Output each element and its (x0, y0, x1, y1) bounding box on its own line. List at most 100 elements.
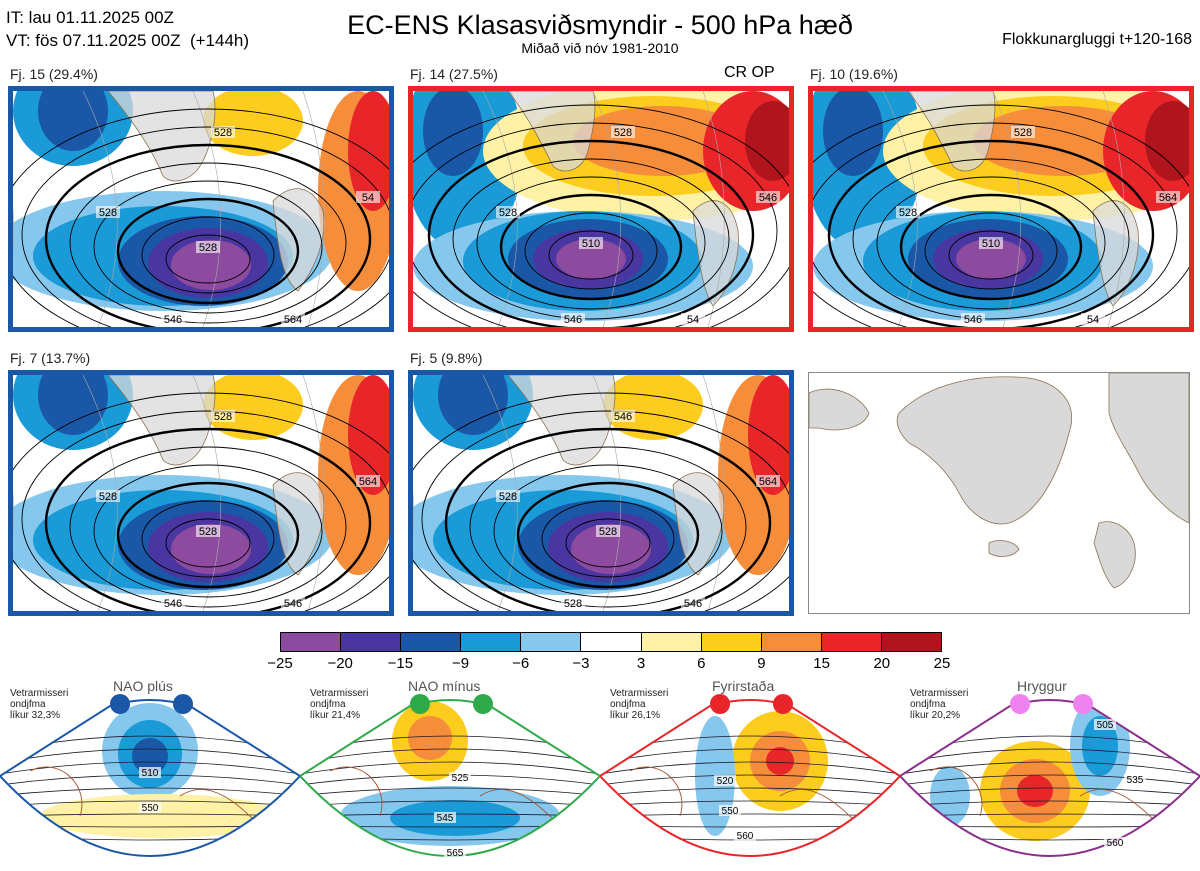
regime-marker-dot (410, 694, 430, 714)
height-contour (21, 410, 389, 611)
regime-title-3: Hryggur (1017, 678, 1067, 694)
contour-label: 546 (284, 598, 302, 610)
contour-label-bg (281, 313, 305, 325)
contour-label: 54 (1087, 314, 1099, 326)
contour-label: 528 (599, 526, 617, 538)
regime-label-bg (139, 802, 161, 813)
regime-contour (600, 800, 900, 807)
contour-label: 528 (199, 526, 217, 538)
regime-anomaly (930, 766, 970, 826)
colorbar-swatch (341, 633, 402, 651)
regime-contour-label: 545 (437, 813, 454, 824)
graticule-line (702, 91, 725, 327)
height-contour (69, 446, 347, 608)
height-contour (876, 176, 1106, 310)
regime-title-2: Fyrirstaða (712, 678, 775, 694)
regime-label-bg (434, 812, 456, 823)
regime-contour (0, 800, 300, 807)
regime-contour (600, 761, 900, 777)
anomaly-shade (348, 91, 389, 211)
anomaly-map-5: 528 528 546 528 546 564 (413, 375, 789, 611)
regime-anomaly (132, 738, 168, 774)
contour-label-bg (681, 597, 705, 609)
contour-label-bg (756, 475, 780, 487)
contour-label-bg (356, 191, 380, 203)
regime-note-0: Vetrarmisseri ondjfma líkur 32,3% (10, 688, 69, 721)
colorbar-tick-label: 9 (757, 655, 766, 672)
contour-label-bg (756, 191, 780, 203)
height-contour (813, 122, 1178, 327)
graticule-line (302, 375, 325, 611)
colorbar-tick-label: −9 (451, 655, 470, 672)
panel-1-label: Fj. 15 (29.4%) (10, 66, 98, 82)
regime-ridge: 505 535 560 Hryggur Vetrarmisseri ondjfma … (900, 676, 1200, 871)
regime-label-bg (719, 805, 741, 816)
contour-label: 564 (359, 476, 377, 488)
contour-label: 564 (284, 314, 302, 326)
anomaly-shade (1145, 101, 1189, 181)
regime-label-bg (714, 775, 736, 786)
height-contour (493, 464, 723, 598)
graticule-line (192, 375, 222, 611)
height-contour (116, 197, 300, 305)
colorbar-tick-label: 25 (933, 655, 951, 672)
regime-frame (300, 699, 600, 857)
regime-label-bg (449, 772, 471, 783)
height-contour (452, 158, 730, 320)
regime-contour (300, 761, 600, 777)
contour-label-bg (96, 206, 120, 218)
height-contour (165, 234, 251, 284)
colorbar-tick-label: 15 (813, 655, 830, 672)
height-contour (499, 193, 683, 301)
regime-anomaly (1017, 775, 1053, 807)
regime-contour-label: 525 (452, 773, 469, 784)
contour-label: 528 (564, 598, 582, 610)
init-time: IT: lau 01.11.2025 00Z (6, 8, 174, 27)
contour-label-bg (611, 126, 635, 138)
colorbar-swatch (881, 633, 942, 651)
height-contour (21, 126, 389, 327)
regime-label-bg (734, 830, 756, 841)
anomaly-shade (171, 240, 251, 290)
contour-label: 528 (499, 207, 517, 219)
graticule-line (302, 91, 325, 327)
contour-label-bg (496, 490, 520, 502)
regime-frame (900, 699, 1200, 857)
classification-window: Flokkunargluggi t+120-168 (1002, 31, 1192, 48)
contour-label-bg (161, 597, 185, 609)
regime-marker-dot (710, 694, 730, 714)
anomaly-shade (38, 91, 108, 151)
contour-label-bg (979, 237, 1003, 249)
regime-contour (900, 800, 1200, 807)
land-mass (107, 91, 216, 182)
colorbar-tick-label: −3 (572, 655, 590, 672)
contour-label: 546 (759, 192, 777, 204)
height-contour (427, 139, 755, 327)
contour-label-bg (281, 597, 305, 609)
regime-nao-plus: 510 550 NAO plús Vetrarmisseri ondjfma lí… (0, 676, 300, 871)
regime-contour (0, 787, 300, 797)
cluster-map-3: 528 510 528 546 54 564 (808, 86, 1194, 332)
contour-label: 528 (1014, 127, 1032, 139)
page-subtitle: Miðað við nóv 1981-2010 (521, 40, 679, 56)
contour-label-bg (1011, 126, 1035, 138)
anomaly-shade (748, 375, 789, 495)
contour-label-bg (1081, 313, 1105, 325)
cluster-map-1: 528 528 528 546 564 54 (8, 86, 394, 332)
land-mass (272, 188, 325, 292)
height-contour (44, 427, 372, 611)
contour-label: 564 (1159, 192, 1177, 204)
height-contour (541, 500, 675, 578)
colorbar-swatch (581, 633, 642, 651)
height-contour (565, 518, 651, 568)
height-contour (827, 139, 1155, 327)
regime-marker-dot (1010, 694, 1030, 714)
height-contour (141, 500, 275, 578)
cluster-map-4: 528 528 528 546 546 564 (8, 370, 394, 616)
contour-label: 546 (564, 314, 582, 326)
regime-anomaly (40, 794, 280, 838)
land-mass (107, 375, 216, 466)
regime-contour-label: 550 (722, 806, 739, 817)
regime-note-3: Vetrarmisseri ondjfma líkur 20,2% (910, 688, 969, 721)
contour-label-bg (681, 313, 705, 325)
